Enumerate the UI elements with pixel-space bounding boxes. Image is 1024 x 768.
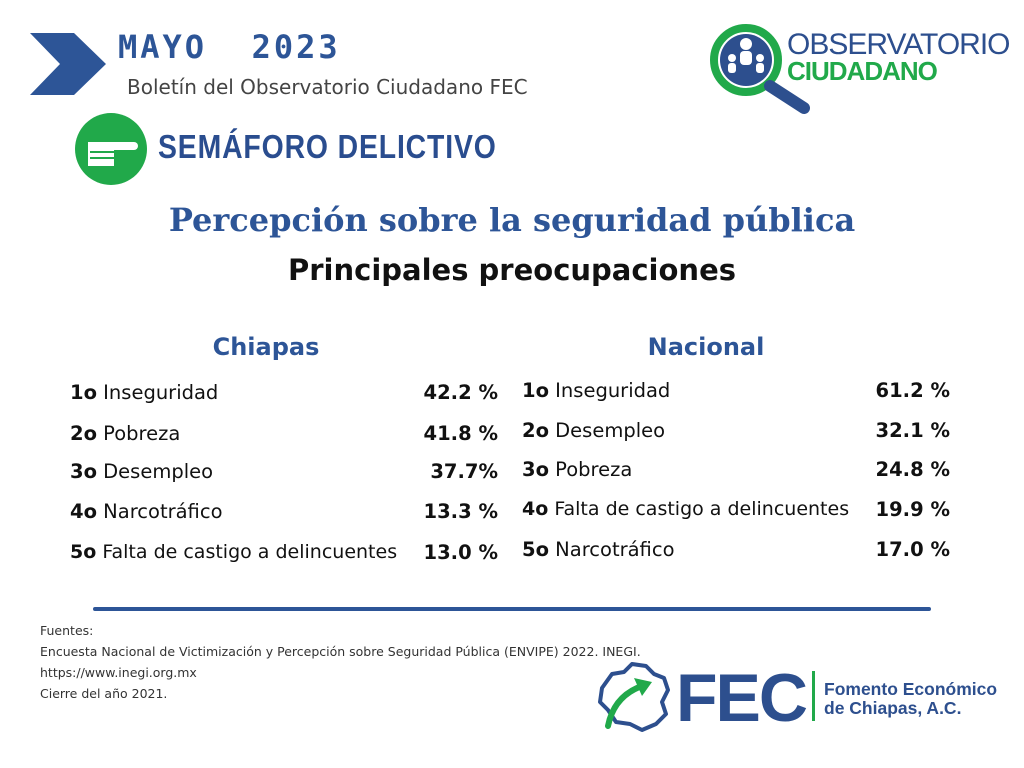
rank-label: 1o [522,379,549,402]
concern-label: Narcotráfico [555,538,675,561]
chiapas-percentage: 41.8 % [423,422,498,445]
rank-label: 2o [70,422,97,445]
pointing-hand-icon [75,113,147,185]
chiapas-percentage: 13.0 % [423,541,498,564]
page-subtitle: Principales preocupaciones [287,253,736,287]
bulletin-name: Boletín del Observatorio Ciudadano FEC [127,75,528,99]
concern-label: Desempleo [555,419,666,442]
observatorio-logo-line2: CIUDADANO [787,56,938,86]
sources-line: Cierre del año 2021. [40,686,168,701]
section-title: SEMÁFORO DELICTIVO [158,128,497,165]
sources-block: Fuentes: Encuesta Nacional de Victimizac… [40,620,641,704]
bulletin-month: MAYO 2023 [118,28,341,66]
chevron-right-icon [30,33,106,95]
sources-heading: Fuentes: [40,623,94,638]
concern-label: Inseguridad [103,381,219,404]
nacional-column-title: Nacional [647,333,765,361]
observatorio-logo-line1: OBSERVATORIO [787,28,1011,61]
chiapas-percentage: 13.3 % [423,500,498,523]
sources-line: Encuesta Nacional de Victimización y Per… [40,644,641,659]
nacional-percentage: 61.2 % [875,379,950,402]
nacional-percentage: 17.0 % [875,538,950,561]
rank-label: 4o [522,498,549,520]
rank-label: 4o [70,500,97,523]
concern-label: Inseguridad [555,379,671,402]
rank-label: 2o [522,419,549,442]
rank-label: 1o [70,381,97,404]
concern-label: Narcotráfico [103,500,223,523]
concern-label: Falta de castigo a delincuentes [102,541,398,563]
page-title: Percepción sobre la seguridad pública [168,201,856,239]
nacional-row: 2o Desempleo [522,419,665,442]
chiapas-row: 4o Narcotráfico [70,500,223,523]
chiapas-row: 5o Falta de castigo a delincuentes [70,541,397,563]
chiapas-row: 2o Pobreza [70,422,180,445]
rank-label: 5o [70,541,97,563]
concern-label: Pobreza [103,422,181,445]
nacional-row: 1o Inseguridad [522,379,670,402]
rank-label: 3o [70,460,97,483]
rank-label: 5o [522,538,549,561]
chiapas-percentage: 42.2 % [423,381,498,404]
rank-label: 3o [522,458,549,481]
fec-logo-separator [812,671,815,721]
concern-label: Falta de castigo a delincuentes [554,498,850,520]
fec-name-line2: de Chiapas, A.C. [824,698,962,718]
chiapas-map-arrow-icon [598,662,670,732]
nacional-percentage: 24.8 % [875,458,950,481]
concern-label: Desempleo [103,460,214,483]
nacional-row: 4o Falta de castigo a delincuentes [522,498,849,520]
fec-logo-text: FEC [676,660,808,736]
fec-name-line1: Fomento Económico [824,679,998,699]
nacional-row: 5o Narcotráfico [522,538,675,561]
nacional-percentage: 32.1 % [875,419,950,442]
nacional-percentage: 19.9 % [875,498,950,521]
chiapas-percentage: 37.7% [430,460,498,483]
divider [93,607,931,611]
chiapas-row: 1o Inseguridad [70,381,218,404]
chiapas-row: 3o Desempleo [70,460,213,483]
sources-link: https://www.inegi.org.mx [40,665,197,680]
concern-label: Pobreza [555,458,633,481]
nacional-row: 3o Pobreza [522,458,632,481]
magnifier-people-icon [710,24,810,114]
chiapas-column-title: Chiapas [212,333,320,361]
